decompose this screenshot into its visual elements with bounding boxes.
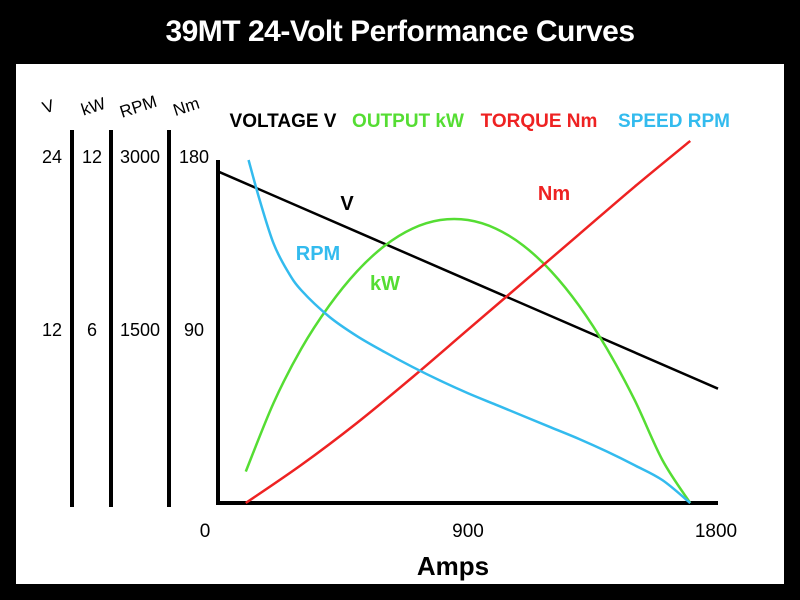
legend: VOLTAGE V OUTPUT kW TORQUE Nm SPEED RPM xyxy=(230,111,730,132)
scale-bars xyxy=(70,130,171,507)
scale-tick-nm-180: 180 xyxy=(179,147,209,167)
legend-item-kw: OUTPUT kW xyxy=(352,111,464,132)
scale-tick-nm-90: 90 xyxy=(184,320,204,340)
series-group: VkW Nm RPM xyxy=(217,139,719,505)
series-label-kw: kW xyxy=(370,273,400,295)
scale-ticks: 24 12 12 6 3000 1500 180 90 xyxy=(42,147,209,340)
series-line-kw xyxy=(244,217,692,504)
x-tick-1800: 1800 xyxy=(695,521,737,542)
axis-header-nm: Nm xyxy=(171,94,202,120)
series-line-rpm xyxy=(247,159,692,504)
series-label-v: V xyxy=(340,193,354,215)
x-axis-label: Amps xyxy=(417,551,489,581)
series-label-rpm: RPM xyxy=(296,243,340,265)
chart-title: 39MT 24-Volt Performance Curves xyxy=(0,0,800,64)
scale-tick-rpm-3000: 3000 xyxy=(120,147,160,167)
scale-tick-kw-12: 12 xyxy=(82,147,102,167)
legend-item-nm: TORQUE Nm xyxy=(481,111,598,132)
series-label-nm: Nm xyxy=(538,183,570,205)
axis-header-kw: kW xyxy=(79,94,108,120)
series-line-v xyxy=(217,170,719,390)
scale-tick-rpm-1500: 1500 xyxy=(120,320,160,340)
scale-tick-kw-6: 6 xyxy=(87,320,97,340)
scale-tick-v-24: 24 xyxy=(42,147,62,167)
axis-header-v: V xyxy=(40,96,57,118)
legend-item-v: VOLTAGE V xyxy=(230,111,337,132)
x-tick-0: 0 xyxy=(200,521,211,542)
scale-tick-v-12: 12 xyxy=(42,320,62,340)
legend-item-rpm: SPEED RPM xyxy=(618,111,730,132)
x-tick-900: 900 xyxy=(452,521,484,542)
x-tick-labels: 0 900 1800 xyxy=(200,521,737,542)
axis-header-rpm: RPM xyxy=(117,92,159,122)
series-line-nm xyxy=(245,139,692,505)
